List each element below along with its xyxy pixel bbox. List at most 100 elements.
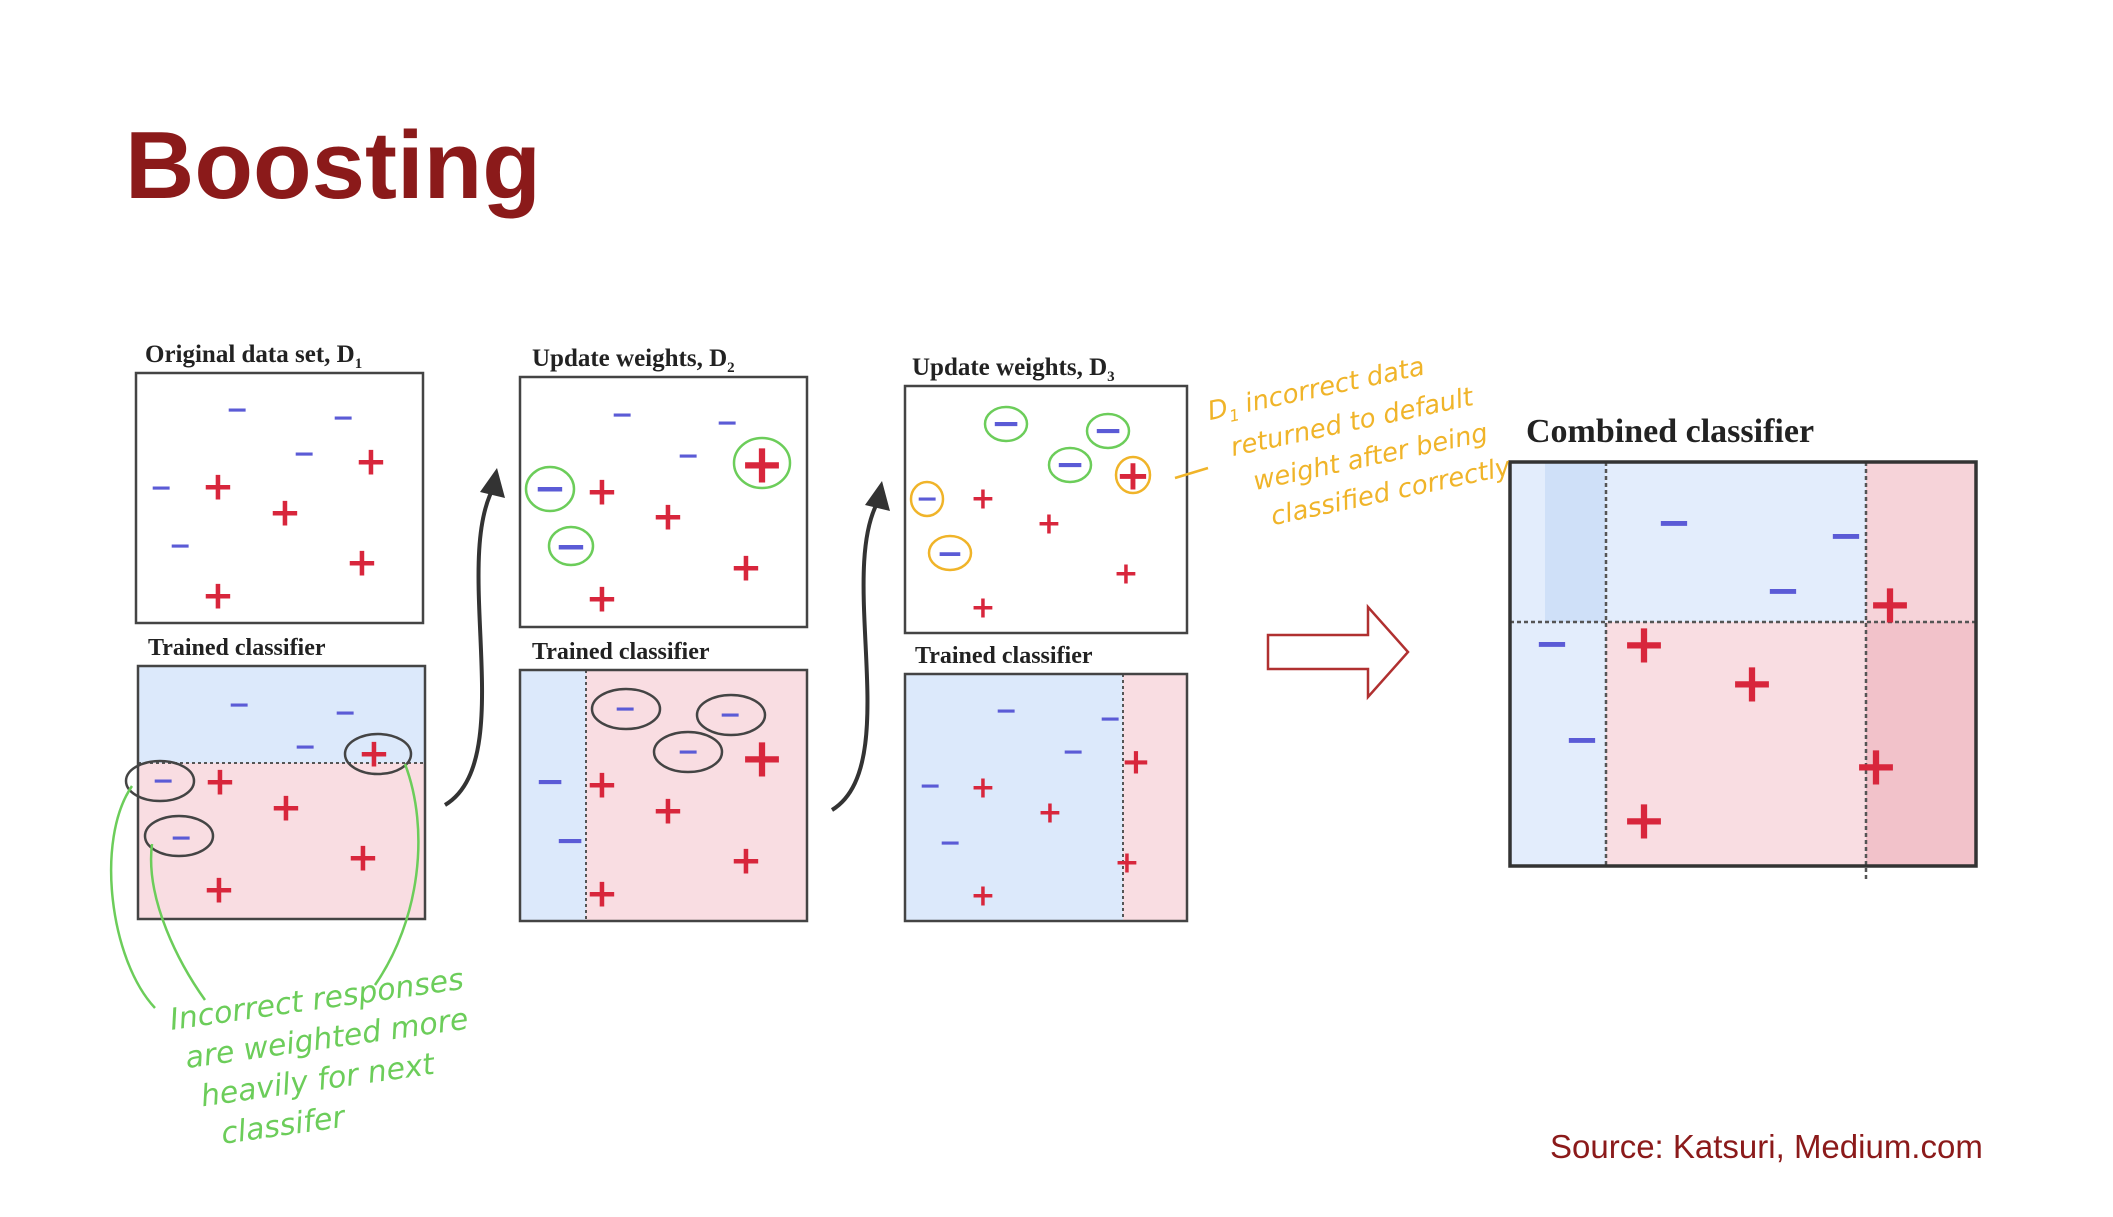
minus-point: − (293, 439, 316, 470)
plus-point: + (269, 491, 302, 536)
misclassified-circle (343, 732, 413, 776)
weighted-circle (1047, 446, 1093, 484)
plus-point: + (1113, 557, 1138, 592)
plus-point: + (1115, 451, 1150, 500)
plus-point: + (202, 465, 235, 510)
green-note: Incorrect responses are weighted more he… (168, 962, 471, 1152)
plus-point: + (586, 872, 619, 917)
d3-data-panel (903, 384, 1189, 635)
minus-point: − (294, 732, 317, 763)
minus-point: − (716, 408, 739, 439)
minus-point: − (1099, 704, 1122, 735)
reset-weight-circle (927, 534, 973, 572)
minus-point: − (150, 473, 173, 504)
plus-point: + (1037, 796, 1062, 831)
minus-point: − (152, 766, 175, 797)
reset-weight-circle (909, 480, 945, 518)
classifier-1-panel (136, 664, 427, 921)
minus-point: − (936, 534, 964, 573)
circle-annotations (124, 405, 1152, 858)
weighted-circle (1085, 412, 1131, 450)
minus-point: − (1765, 566, 1800, 615)
plus-point: + (970, 482, 995, 517)
plus-point: + (204, 760, 237, 805)
minus-point: − (332, 403, 355, 434)
yellow-leader-line (1174, 466, 1209, 480)
plus-point: + (586, 470, 619, 515)
minus-point: − (719, 700, 742, 731)
trained-classifier-label-3: Trained classifier (915, 643, 1093, 669)
plus-point: + (1621, 613, 1666, 676)
curved-arrow-2 (830, 496, 882, 812)
plus-point: + (1621, 789, 1666, 852)
plus-point: + (1114, 846, 1139, 881)
d3-title: Update weights, D3 (912, 354, 1115, 385)
combined-classifier-panel (1508, 460, 1978, 880)
minus-point: − (1828, 511, 1863, 560)
plus-point: + (203, 868, 236, 913)
minus-point: − (919, 771, 942, 802)
weighted-circle (547, 525, 595, 567)
trained-classifier-label-1: Trained classifier (148, 635, 326, 661)
plus-point: + (346, 541, 379, 586)
plus-point: + (358, 732, 391, 777)
minus-point: − (995, 696, 1018, 727)
d2-title: Update weights, D2 (532, 345, 735, 376)
plus-point: + (739, 727, 784, 790)
block-arrow-right (1266, 603, 1410, 701)
minus-point: − (611, 400, 634, 431)
source-credit: Source: Katsuri, Medium.com (1550, 1128, 1983, 1165)
curved-arrow-2-head (865, 481, 890, 511)
d1-data-panel (134, 371, 425, 625)
plus-point: + (1729, 652, 1774, 715)
minus-point: − (535, 762, 565, 803)
plus-point: + (270, 786, 303, 831)
weighted-circle (524, 465, 576, 513)
data-points: − −−−−+++++− −− +− ++− ++− −− +− ++− ++− −− +− ++− ++… (150, 395, 1913, 917)
plus-point: + (652, 789, 685, 834)
plus-point: + (586, 577, 619, 622)
plus-point: + (355, 440, 388, 485)
plus-point: + (970, 879, 995, 914)
curved-arrow-1-head (480, 468, 505, 498)
plus-point: + (730, 546, 763, 591)
minus-point: − (916, 484, 939, 515)
plus-point: + (970, 771, 995, 806)
combined-classifier-title: Combined classifier (1526, 413, 1814, 450)
classifier-3-panel (903, 672, 1189, 923)
yellow-note: D1incorrect data returned to default wei… (1205, 352, 1514, 532)
minus-point: − (555, 821, 585, 862)
minus-point: − (677, 737, 700, 768)
plus-point: + (347, 836, 380, 881)
plus-point: + (586, 763, 619, 808)
minus-point: − (226, 395, 249, 426)
misclassified-circle (143, 814, 215, 858)
plus-point: + (652, 495, 685, 540)
trained-classifier-label-2: Trained classifier (532, 639, 710, 665)
plus-point: + (730, 839, 763, 884)
plus-point: + (1867, 573, 1912, 636)
minus-point: − (1062, 737, 1085, 768)
green-leader-lines (109, 763, 420, 1009)
slide-title: Boosting (125, 112, 541, 219)
minus-point: − (614, 694, 637, 725)
minus-point: − (228, 690, 251, 721)
minus-point: − (534, 467, 567, 512)
misclassified-circle (652, 730, 724, 774)
plus-point: + (202, 574, 235, 619)
reset-weight-circle (1114, 455, 1152, 495)
minus-point: − (1534, 619, 1569, 668)
plus-point: + (1853, 735, 1898, 798)
plus-point: + (1036, 507, 1061, 542)
plus-point: + (1121, 742, 1151, 783)
misclassified-circle (590, 687, 662, 731)
minus-point: − (1656, 498, 1691, 547)
minus-point: − (1564, 715, 1599, 764)
plus-point: + (970, 591, 995, 626)
minus-point: − (677, 441, 700, 472)
misclassified-circle (695, 693, 767, 737)
weighted-circle (983, 405, 1029, 443)
d1-title: Original data set, D1 (145, 341, 362, 372)
minus-point: − (169, 531, 192, 562)
